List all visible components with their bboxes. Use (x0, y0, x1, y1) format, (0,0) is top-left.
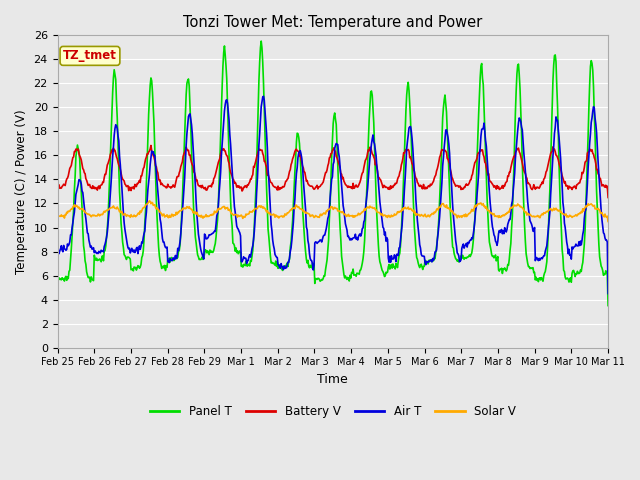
Line: Panel T: Panel T (58, 41, 608, 306)
Battery V (604, 194, 612, 200)
Panel T (176, 242, 184, 248)
Panel T (205, 252, 213, 257)
Air T (205, 232, 213, 238)
Solar V (177, 208, 185, 214)
Panel T (54, 276, 61, 282)
Battery V (147, 143, 155, 148)
Air T (176, 239, 184, 244)
Panel T (63, 274, 71, 280)
Air T (120, 220, 128, 226)
Battery V (417, 182, 424, 188)
Panel T (257, 38, 265, 44)
Battery V (63, 175, 71, 181)
Battery V (206, 183, 214, 189)
Panel T (120, 252, 128, 258)
Line: Air T: Air T (58, 96, 608, 294)
Y-axis label: Temperature (C) / Power (V): Temperature (C) / Power (V) (15, 109, 28, 274)
Battery V (177, 164, 185, 169)
Legend: Panel T, Battery V, Air T, Solar V: Panel T, Battery V, Air T, Solar V (145, 400, 521, 423)
Air T (260, 94, 268, 99)
Air T (401, 187, 408, 193)
Solar V (145, 198, 153, 204)
Air T (54, 245, 61, 251)
Text: TZ_tmet: TZ_tmet (63, 49, 117, 62)
Air T (417, 245, 424, 251)
Battery V (401, 150, 408, 156)
Line: Battery V: Battery V (58, 145, 608, 197)
Solar V (120, 212, 128, 217)
Solar V (417, 213, 424, 219)
Panel T (604, 303, 612, 309)
Solar V (206, 213, 214, 218)
Panel T (417, 263, 424, 268)
Title: Tonzi Tower Met: Temperature and Power: Tonzi Tower Met: Temperature and Power (183, 15, 483, 30)
Air T (604, 291, 612, 297)
Solar V (54, 215, 61, 220)
X-axis label: Time: Time (317, 373, 348, 386)
Battery V (54, 184, 61, 190)
Solar V (401, 205, 408, 211)
Solar V (604, 218, 612, 224)
Solar V (63, 210, 71, 216)
Battery V (120, 178, 128, 184)
Panel T (401, 149, 408, 155)
Air T (63, 241, 71, 247)
Line: Solar V: Solar V (58, 201, 608, 221)
